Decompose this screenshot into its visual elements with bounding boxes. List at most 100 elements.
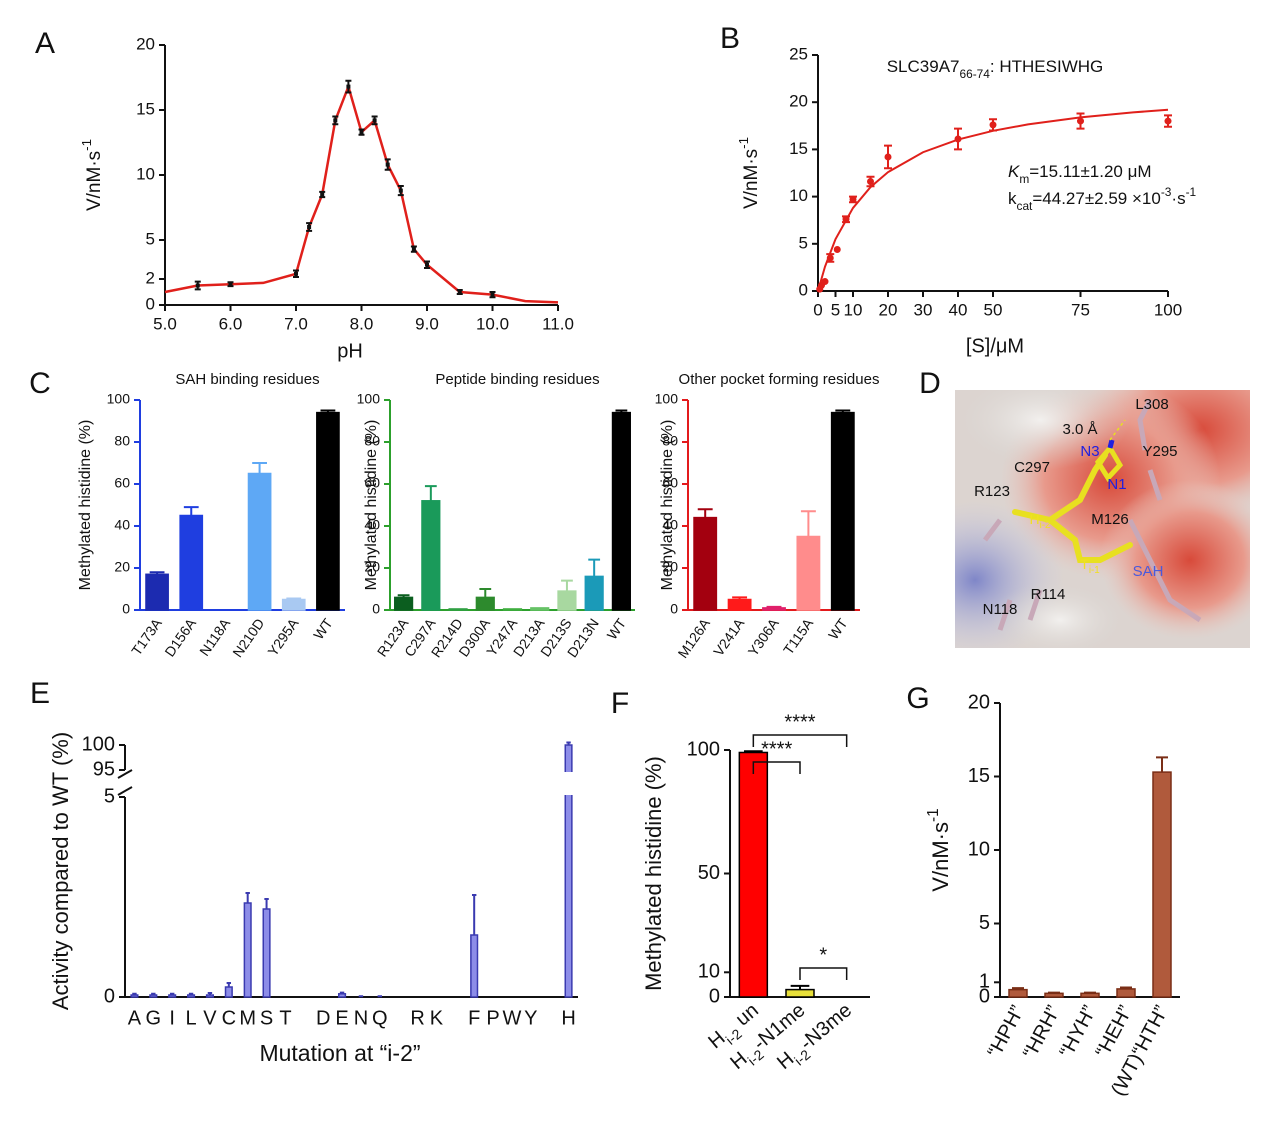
y-tick-label: 5: [146, 229, 155, 248]
panel-letter: E: [30, 677, 50, 710]
bar: [179, 514, 204, 611]
y-tick-label: 20: [789, 92, 808, 111]
annotation-part: K: [1008, 162, 1020, 181]
x-tick-label: 75: [1071, 300, 1090, 319]
data-point: [228, 282, 233, 287]
error-bar: [183, 506, 199, 516]
bar: [738, 751, 769, 998]
bar: [130, 994, 139, 998]
y-axis-label-part: Activity compared to WT (%): [48, 732, 73, 1010]
annotation: Km=15.11±1.20 μM: [1008, 162, 1152, 186]
x-tick-label: D: [316, 1007, 330, 1029]
bar: [530, 607, 550, 611]
error-bar: [226, 982, 232, 987]
y-tick-label: 5: [104, 785, 115, 807]
y-tick-label: 60: [662, 475, 678, 491]
x-tick-label: K: [430, 1007, 444, 1029]
data-point: [867, 177, 874, 185]
data-line: [164, 82, 559, 304]
error-bar: [320, 409, 336, 413]
x-tick-label: 5: [831, 300, 840, 319]
y-axis-label: Methylated histidine (%): [641, 756, 666, 991]
bar: [1152, 771, 1172, 998]
structure-image: [955, 390, 1250, 648]
residue-sticks: [983, 398, 1202, 631]
data-point: [833, 245, 841, 253]
structure-label: L308: [1135, 396, 1168, 413]
data-point: [884, 153, 892, 161]
bar: [1080, 992, 1100, 998]
y-tick-label: 20: [136, 34, 155, 53]
x-axis-label: [S]/μM: [966, 335, 1024, 357]
error-bar: [1012, 987, 1024, 990]
y-axis-label: Methylated histidine (%): [363, 420, 380, 591]
x-tick-label: W: [502, 1007, 521, 1029]
y-axis-label-part: -1: [736, 137, 751, 149]
y-tick-label: 10: [136, 164, 155, 183]
x-tick-label: 40: [949, 300, 968, 319]
error-bar: [286, 597, 302, 600]
chart-title: SAH binding residues: [175, 371, 319, 388]
y-tick-label: 100: [357, 391, 381, 407]
x-tick-label: T115A: [780, 615, 817, 658]
annotation-part: : HTHESIWHG: [990, 57, 1103, 76]
error-bar: [697, 508, 713, 518]
y-tick-label: 2: [146, 268, 155, 287]
x-tick-label: N118A: [196, 615, 233, 659]
bar: [187, 994, 196, 998]
x-tick-label: V241A: [710, 615, 748, 659]
panel-letter: C: [29, 367, 51, 400]
annotation-part: -1: [1186, 185, 1197, 199]
structure-label: N3: [1080, 443, 1099, 460]
x-tick-label: M: [239, 1007, 256, 1029]
significance-label: *: [819, 944, 827, 966]
hbond: [1109, 419, 1126, 441]
y-tick-label: 0: [709, 985, 720, 1007]
y-tick-label: 80: [114, 433, 130, 449]
error-bar: [358, 995, 364, 998]
structure-label: SAH: [1133, 563, 1164, 580]
error-bar: [588, 558, 601, 577]
annotation: SLC39A766-74: HTHESIWHG: [887, 57, 1104, 81]
x-tick-label: S: [260, 1007, 273, 1029]
x-tick-label: E: [335, 1007, 348, 1029]
y-axis-label-part: Methylated histidine (%): [641, 756, 666, 991]
x-tick-label: P: [486, 1007, 499, 1029]
y-tick-label: 5: [799, 233, 808, 252]
error-bar: [207, 992, 213, 995]
x-tick-label: 100: [1154, 300, 1182, 319]
y-axis-label: Activity compared to WT (%): [48, 732, 73, 1010]
structure-label: 3.0 Å: [1062, 421, 1097, 438]
x-tick-label: WT: [825, 615, 851, 642]
y-axis-label-part: Methylated histidine (%): [659, 420, 676, 591]
annotation-part: =44.27±2.59 ×10: [1032, 189, 1160, 208]
significance-bracket: [752, 761, 801, 774]
axis-break: [117, 769, 133, 796]
annotation-part: ·s: [1171, 189, 1185, 208]
data-point: [826, 254, 834, 262]
residue-label: Ti-1: [1080, 556, 1099, 576]
y-axis-label-part: -1: [925, 808, 942, 822]
bar: [470, 934, 479, 998]
structure-label: N118: [983, 601, 1018, 618]
x-tick-label: N210D: [229, 615, 267, 660]
x-tick-label: A: [128, 1007, 142, 1029]
x-tick-label: 11.0: [542, 314, 574, 333]
annotation-part: cat: [1017, 199, 1034, 213]
y-axis-label-part: V/nM·s: [928, 822, 953, 892]
error-bar: [1120, 986, 1132, 989]
bar: [168, 994, 177, 998]
y-tick-label: 80: [662, 433, 678, 449]
annotation-part: =15.11±1.20 μM: [1029, 162, 1151, 181]
y-tick-label: 10: [789, 186, 808, 205]
significance-label: ****: [784, 711, 815, 733]
bar: [475, 596, 495, 611]
y-axis-label-part: -1: [79, 139, 94, 151]
y-tick-label: 40: [364, 517, 380, 533]
y-tick-label: 100: [82, 733, 115, 755]
structure-label: M126: [1091, 511, 1129, 528]
residue-label-part: H: [1029, 511, 1039, 527]
data-point: [425, 262, 429, 267]
x-tick-label: 10: [844, 300, 863, 319]
